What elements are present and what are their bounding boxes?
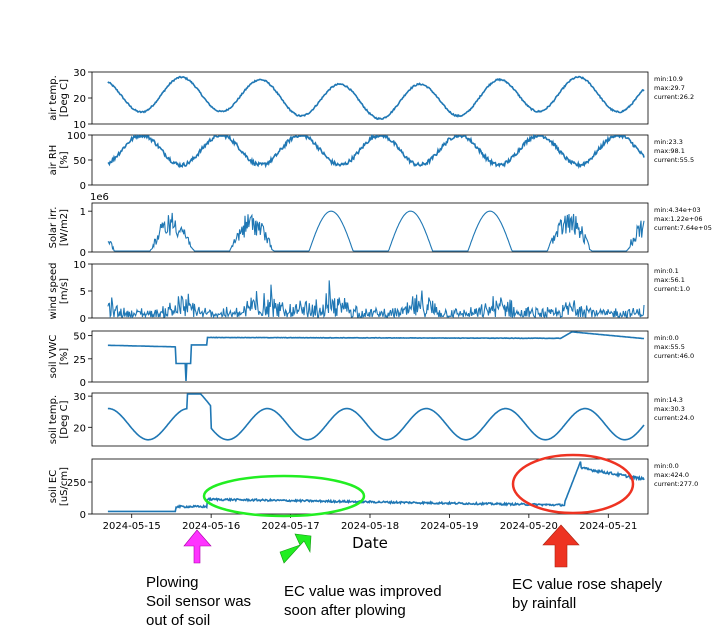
annotation-improved-line-2: soon after plowing	[284, 602, 406, 619]
y-tick-label: 1	[80, 207, 86, 218]
series-line	[107, 133, 645, 169]
x-axis-label: Date	[352, 534, 388, 552]
y-tick-label: 10	[73, 120, 86, 131]
y-tick-label: 50	[73, 332, 86, 343]
y-tick-label: 5	[80, 287, 86, 298]
y-tick-label: 10	[73, 260, 86, 271]
panel-stat: min:23.3	[654, 138, 683, 146]
panel-stat: current:24.0	[654, 414, 694, 422]
panel-stat: max:98.1	[654, 147, 685, 155]
y-tick-label: 20	[73, 94, 86, 105]
ellipse-ec-improved	[202, 474, 366, 518]
panel-stat: max:55.5	[654, 343, 685, 351]
series-line	[107, 280, 645, 320]
annotation-plowing-line-1: Plowing	[146, 574, 199, 591]
panel-stat: min:4.34e+03	[654, 206, 701, 214]
series-line	[107, 461, 645, 513]
y-axis-label: soil VWC	[48, 335, 59, 379]
panel-frame-5	[91, 392, 649, 447]
y-tick-label: 50	[73, 156, 86, 167]
panel-stat: max:56.1	[654, 276, 685, 284]
annotation-improved-line-1: EC value was improved	[284, 583, 442, 600]
x-tick-label: 2024-05-20	[500, 521, 558, 532]
y-axis-label: air temp.	[48, 75, 59, 121]
y-axis-label: air RH	[48, 145, 59, 176]
panel-stat: max:29.7	[654, 84, 685, 92]
series-line	[107, 75, 645, 121]
panel-frame-1	[91, 134, 649, 186]
arrow-rainfall	[542, 524, 580, 568]
y-tick-label: 25	[73, 355, 86, 366]
x-tick-label: 2024-05-18	[341, 521, 399, 532]
y-axis-label: [%]	[59, 151, 70, 168]
panel-stat: min:0.0	[654, 334, 679, 342]
annotation-plowing-line-2: Soil sensor was	[146, 593, 252, 610]
y-tick-label: 0	[80, 248, 86, 259]
y-axis-label: wind speed	[48, 262, 59, 319]
y-tick-label: 0	[80, 314, 86, 325]
annotation-plowing: Plowing Soil sensor was out of soil	[146, 573, 251, 630]
y-tick-label: 100	[67, 131, 86, 142]
panel-frame-2	[91, 202, 649, 253]
arrow-ec-improved	[279, 533, 312, 564]
panel-stat: min:14.3	[654, 396, 683, 404]
panel-stat: max:1.22e+06	[654, 215, 703, 223]
x-tick-label: 2024-05-16	[182, 521, 240, 532]
y-axis-label: [Deg C]	[59, 79, 70, 117]
y-axis-label: soil EC	[48, 470, 59, 503]
panel-stat: current:277.0	[654, 480, 698, 488]
x-tick-label: 2024-05-19	[420, 521, 478, 532]
panel-frame-4	[91, 330, 649, 383]
annotation-rainfall-line-2: by rainfall	[512, 595, 577, 612]
y-axis-label: [m/s]	[59, 278, 70, 304]
panel-stat: min:0.1	[654, 267, 679, 275]
series-line	[107, 210, 645, 252]
y-axis-label: [W/m2]	[59, 209, 70, 246]
panel-stat: max:30.3	[654, 405, 685, 413]
panel-stat: max:424.0	[654, 471, 689, 479]
arrow-plowing	[183, 529, 212, 564]
annotation-ec-improved: EC value was improved soon after plowing	[284, 582, 442, 620]
panel-stat: min:10.9	[654, 75, 683, 83]
panel-stat: min:0.0	[654, 462, 679, 470]
y-tick-label: 0	[80, 510, 86, 521]
series-line	[107, 331, 645, 382]
y-tick-label: 0	[80, 181, 86, 192]
y-tick-label: 0	[80, 378, 86, 389]
series-line	[107, 393, 645, 441]
y-tick-label: 30	[73, 68, 86, 79]
panel-stat: current:55.5	[654, 156, 694, 164]
x-tick-label: 2024-05-15	[103, 521, 161, 532]
annotation-rainfall-line-1: EC value rose shapely	[512, 576, 663, 593]
y-axis-label: soil temp.	[48, 395, 59, 444]
ellipse-ec-rainfall	[511, 453, 635, 515]
x-tick-label: 2024-05-17	[262, 521, 320, 532]
sci-offset-label: 1e6	[90, 192, 109, 203]
y-tick-label: 250	[67, 478, 86, 489]
y-tick-label: 30	[73, 392, 86, 403]
panel-stat: current:26.2	[654, 93, 694, 101]
y-axis-label: [%]	[59, 348, 70, 365]
panel-stat: current:1.0	[654, 285, 690, 293]
y-axis-label: [Deg C]	[59, 400, 70, 438]
y-axis-label: [uS/cm]	[59, 467, 70, 506]
y-axis-label: Solar irr.	[48, 207, 59, 249]
panel-stat: current:46.0	[654, 352, 694, 360]
annotation-plowing-line-3: out of soil	[146, 612, 211, 629]
x-tick-label: 2024-05-21	[579, 521, 637, 532]
panel-stat: current:7.64e+05	[654, 224, 712, 232]
y-tick-label: 20	[73, 423, 86, 434]
annotation-rainfall: EC value rose shapely by rainfall	[512, 575, 662, 613]
